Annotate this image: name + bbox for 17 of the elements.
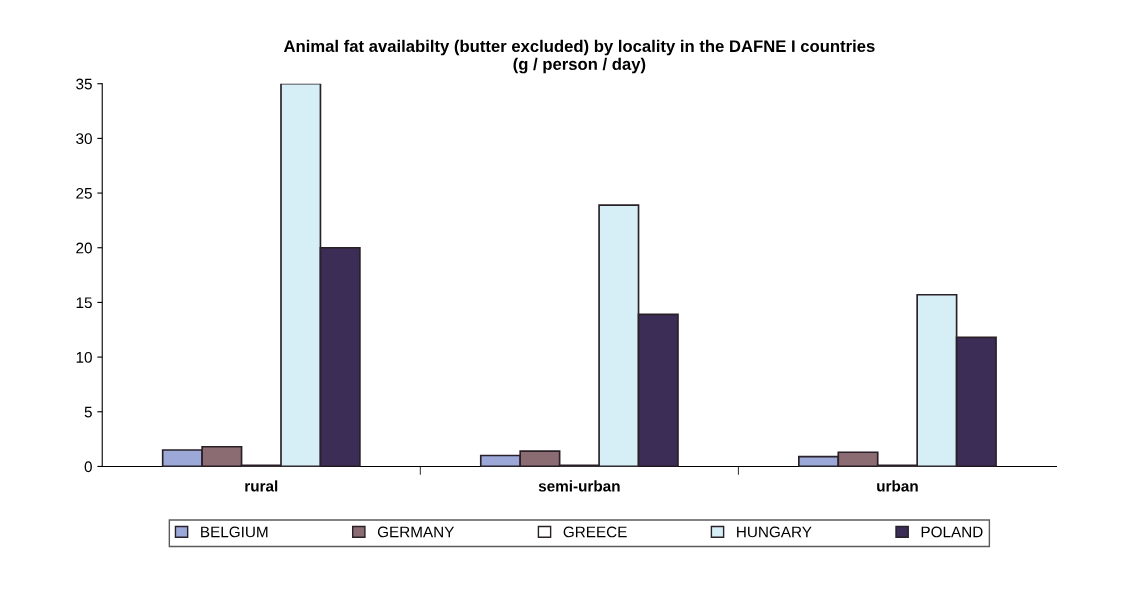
x-tick-label: rural [245,480,278,492]
legend-label: GREECE [563,526,627,538]
y-tick-label: 25 [76,187,92,199]
legend-label: HUNGARY [737,526,812,538]
x-tick-label: semi-urban [538,480,620,492]
legend-label: GERMANY [377,526,455,538]
y-tick-label: 0 [84,461,92,473]
y-tick-label: 30 [76,133,92,145]
legend-label: BELGIUM [201,526,268,538]
y-tick-label: 35 [76,78,92,90]
chart-title: Animal fat availabilty (butter excluded) by locality in the DAFNE I countries (g / person / day) [283,39,875,74]
legend-label: POLAND [921,526,983,538]
x-tick-label: urban [877,480,918,492]
y-tick-label: 10 [76,351,92,363]
y-tick-label: 20 [76,242,92,254]
y-tick-label: 5 [84,406,92,418]
y-tick-label: 15 [76,297,92,309]
